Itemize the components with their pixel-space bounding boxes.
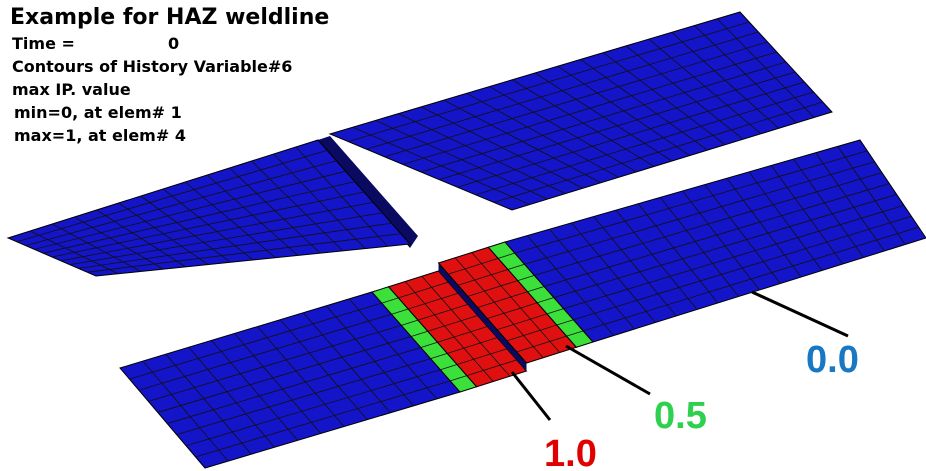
leader-line [752, 292, 848, 336]
header-line: Contours of History Variable#6 [12, 57, 292, 76]
callout-label: 0.0 [806, 339, 859, 381]
title: Example for HAZ weldline [10, 5, 329, 30]
header-line: max IP. value [12, 80, 131, 99]
callout-label: 1.0 [544, 433, 597, 471]
leader-line [512, 372, 550, 420]
scene: Example for HAZ weldline Time = 0 Contou… [0, 0, 926, 471]
time-label: Time = [12, 34, 75, 53]
time-value: 0 [168, 34, 179, 53]
header-line: min=0, at elem# 1 [14, 103, 182, 122]
callout-label: 0.5 [654, 395, 707, 437]
leader-line [566, 346, 650, 394]
header-line: max=1, at elem# 4 [14, 126, 186, 145]
mesh [8, 12, 926, 468]
